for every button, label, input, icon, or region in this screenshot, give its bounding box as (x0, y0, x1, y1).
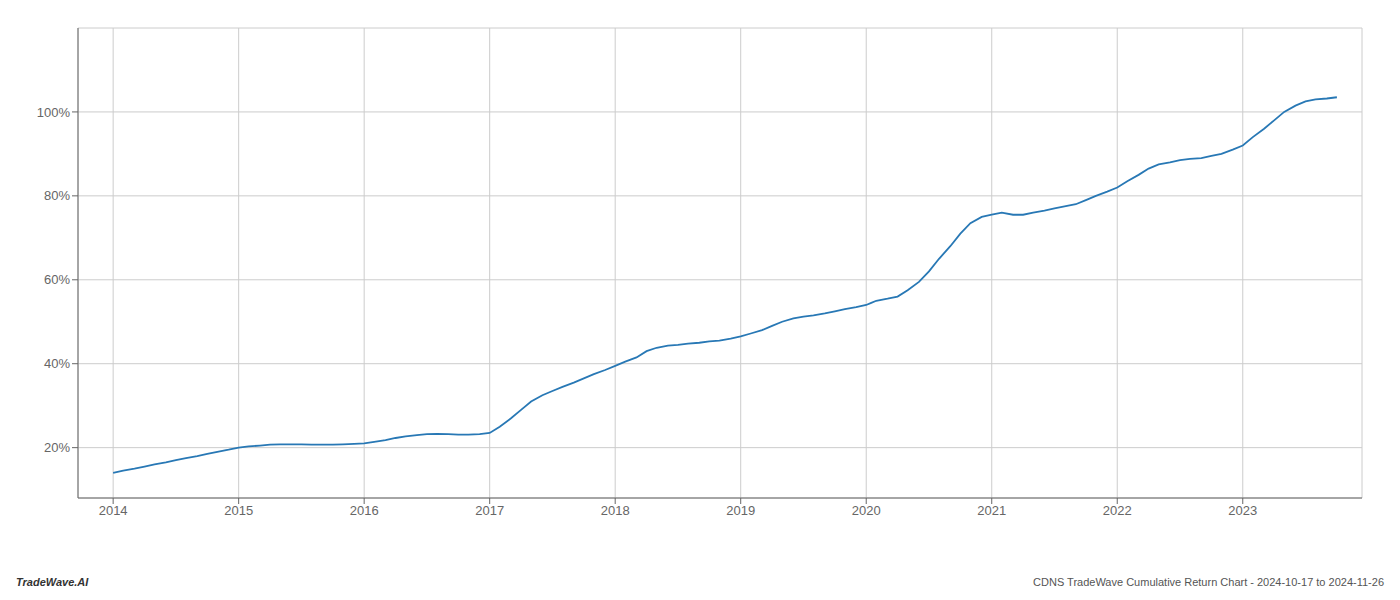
svg-text:2018: 2018 (601, 503, 630, 518)
html-text:TradeWave.AI: TradeWave.AI (16, 576, 89, 588)
svg-text:2016: 2016 (350, 503, 379, 518)
svg-text:2014: 2014 (99, 503, 128, 518)
svg-text:2021: 2021 (977, 503, 1006, 518)
svg-text:2022: 2022 (1103, 503, 1132, 518)
svg-text:20%: 20% (44, 440, 70, 455)
svg-text:2015: 2015 (224, 503, 253, 518)
html-text:CDNS TradeWave Cumulative Retu: CDNS TradeWave Cumulative Return Chart -… (1033, 576, 1384, 588)
svg-text:2020: 2020 (852, 503, 881, 518)
svg-text:80%: 80% (44, 188, 70, 203)
svg-text:40%: 40% (44, 356, 70, 371)
svg-text:60%: 60% (44, 272, 70, 287)
svg-text:2019: 2019 (726, 503, 755, 518)
svg-text:100%: 100% (37, 105, 71, 120)
svg-text:2017: 2017 (475, 503, 504, 518)
svg-text:2023: 2023 (1228, 503, 1257, 518)
